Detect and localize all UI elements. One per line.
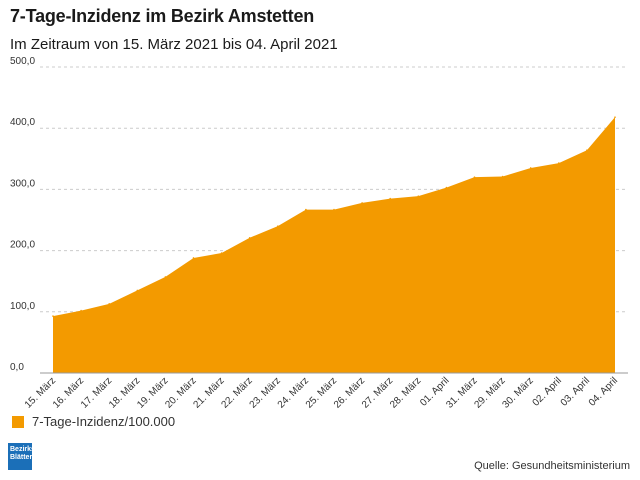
x-tick-label: 03. April xyxy=(559,375,592,408)
data-point xyxy=(248,236,251,239)
data-point xyxy=(445,186,448,189)
data-point xyxy=(333,208,335,211)
x-tick-label: 04. April xyxy=(587,375,620,408)
data-point xyxy=(136,289,139,292)
logo-line1: Bezirks xyxy=(10,446,35,453)
data-point xyxy=(529,167,532,169)
y-tick-label: 400,0 xyxy=(10,117,35,128)
chart-title: 7-Tage-Inzidenz im Bezirk Amstetten xyxy=(10,6,315,26)
series-area xyxy=(53,117,615,374)
data-point xyxy=(192,257,195,259)
logo-line2: Blätter xyxy=(10,454,33,461)
bezirksblaetter-logo: Bezirks Blätter xyxy=(8,443,35,470)
legend-label: 7-Tage-Inzidenz/100.000 xyxy=(32,414,176,429)
data-point xyxy=(558,162,560,164)
legend: 7-Tage-Inzidenz/100.000 xyxy=(12,414,175,429)
data-point xyxy=(473,176,476,178)
y-tick-label: 300,0 xyxy=(10,178,35,189)
data-point xyxy=(80,309,82,312)
data-point xyxy=(108,303,110,305)
x-tick-label: 28. März xyxy=(388,375,423,410)
x-tick-label: 02. April xyxy=(531,375,564,408)
data-point xyxy=(361,202,363,204)
data-point xyxy=(277,225,279,227)
data-point xyxy=(614,116,616,118)
chart-subtitle: Im Zeitraum von 15. März 2021 bis 04. Ap… xyxy=(10,36,338,53)
data-point xyxy=(164,276,167,278)
x-tick-label: 30. März xyxy=(501,375,536,410)
legend-swatch xyxy=(12,415,24,428)
source-note: Quelle: Gesundheitsministerium xyxy=(474,460,630,472)
y-tick-label: 100,0 xyxy=(10,301,35,312)
data-point xyxy=(417,195,420,197)
data-point xyxy=(52,315,54,317)
y-tick-label: 500,0 xyxy=(10,56,35,67)
data-point xyxy=(586,149,588,152)
data-point xyxy=(220,252,223,254)
y-tick-label: 0,0 xyxy=(10,362,24,373)
y-tick-label: 200,0 xyxy=(10,240,35,251)
data-point xyxy=(305,208,307,211)
data-point xyxy=(389,197,392,200)
data-point xyxy=(501,175,504,178)
